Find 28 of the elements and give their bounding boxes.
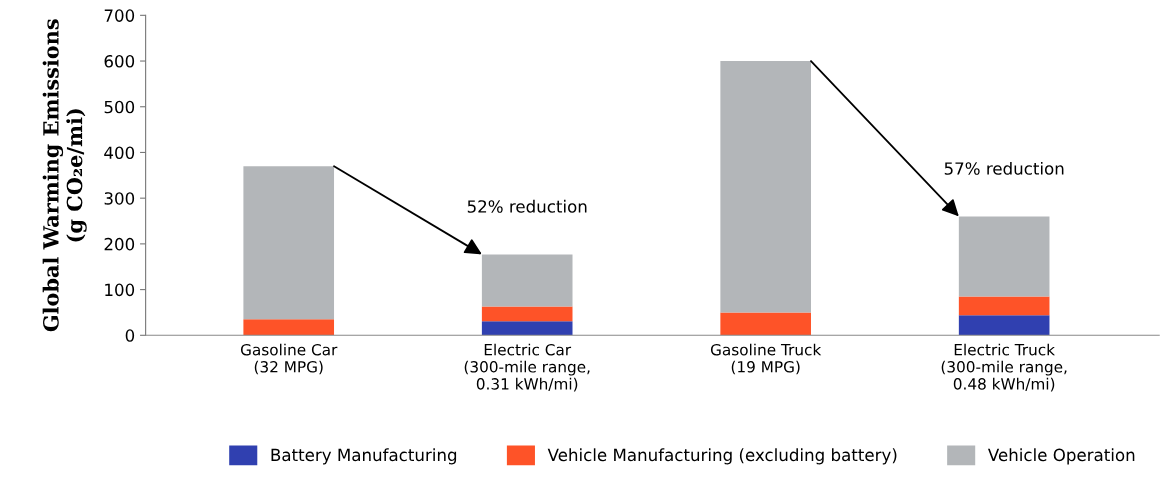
bar	[481, 321, 573, 336]
bar	[958, 315, 1050, 336]
x-tick-label: Electric Car (300-mile range, 0.31 kWh/mi)	[464, 343, 590, 392]
legend-label: Battery Manufacturing	[271, 448, 457, 465]
y-tick-label: 500	[104, 100, 135, 114]
legend-label: Vehicle Operation	[987, 448, 1135, 465]
bar	[481, 254, 573, 307]
bar	[243, 319, 335, 336]
y-tick-label: 200	[104, 237, 135, 251]
y-tick-label: 700	[104, 9, 135, 22]
annotation: 52% reduction	[467, 199, 587, 213]
bar	[958, 216, 1050, 297]
bar	[958, 296, 1050, 316]
x-tick-label: Electric Truck (300-mile range, 0.48 kWh/mi)	[941, 343, 1067, 392]
bar	[243, 166, 335, 320]
y-tick-label: 400	[104, 146, 135, 160]
bar	[720, 312, 811, 336]
y-tick-label: 0	[125, 329, 135, 342]
bar	[481, 306, 573, 322]
bar	[720, 61, 811, 313]
x-tick-label: Gasoline Car (32 MPG)	[240, 343, 338, 375]
legend-label: Vehicle Manufacturing (excluding battery)	[547, 448, 897, 465]
y-tick-label: 100	[105, 283, 135, 297]
annotation: 57% reduction	[944, 161, 1064, 175]
y-tick-label: 600	[104, 55, 135, 68]
y-axis-title: Global Warming Emissions (g CO₂e/mi)	[42, 19, 87, 332]
x-tick-label: Gasoline Truck (19 MPG)	[710, 343, 822, 375]
y-tick-label: 300	[104, 192, 135, 205]
